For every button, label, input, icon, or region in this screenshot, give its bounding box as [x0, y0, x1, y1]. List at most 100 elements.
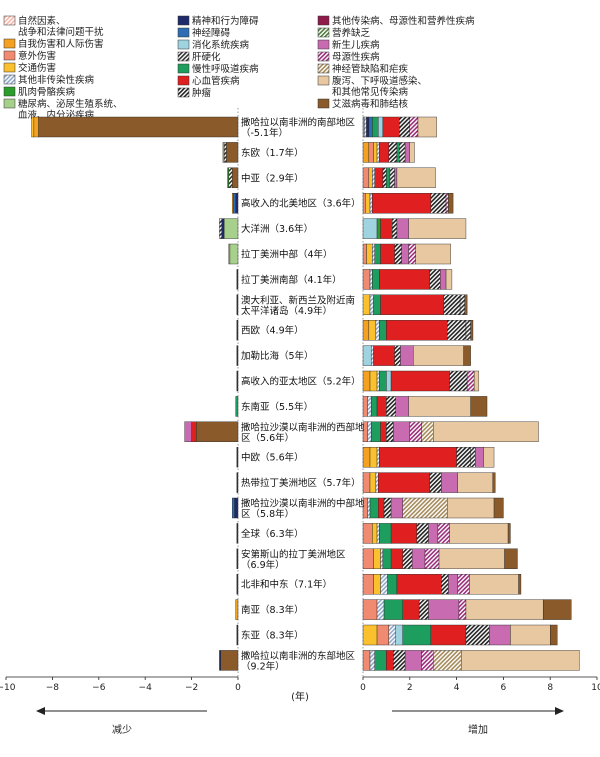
- bar-segment-hiv: [220, 650, 239, 671]
- bar-segment-hiv: [463, 345, 471, 366]
- row-2: [227, 167, 436, 189]
- bar-segment-resp: [379, 523, 392, 544]
- bar-segment-cvd: [379, 447, 457, 468]
- bar-segment-neonatal: [395, 396, 409, 417]
- bar-segment-cvd: [373, 345, 395, 366]
- bar-segment-cirr: [470, 447, 476, 468]
- bars: [31, 116, 580, 671]
- bar-segment-cvd: [380, 421, 387, 442]
- bar-segment-oncd: [370, 345, 374, 366]
- region-label: 中欧（5.6年）: [241, 452, 304, 464]
- bar-segment-oncd: [376, 599, 385, 620]
- region-label: 中亚（2.9年）: [241, 172, 304, 184]
- bar-segment-mental: [236, 548, 239, 569]
- bar-segment-neo: [394, 345, 401, 366]
- bar-segment-neo: [418, 599, 429, 620]
- bar-segment-diar: [510, 624, 551, 646]
- bar-segment-cvd: [390, 370, 450, 392]
- bar-segment-self: [235, 599, 239, 620]
- region-label: 东亚（8.3年）: [241, 630, 304, 642]
- bar-segment-unint: [362, 243, 367, 265]
- tick-label: −10: [0, 683, 16, 693]
- bar-segment-mental: [219, 650, 221, 671]
- bar-segment-resp: [396, 142, 400, 163]
- bar-segment-neo: [465, 624, 490, 646]
- bar-segment-neuro: [231, 497, 235, 519]
- bar-segment-msk: [227, 167, 229, 189]
- bar-segment-oncd: [375, 320, 380, 341]
- bar-segment-ntd: [402, 497, 448, 519]
- bar-segment-neo: [382, 167, 387, 189]
- tick-label: 0: [360, 683, 366, 693]
- bar-segment-unint: [362, 167, 370, 189]
- legend-item-mental: 精神和行为障碍: [177, 15, 259, 27]
- bar-segment-neo: [416, 523, 429, 544]
- bar-segment-cirr: [228, 167, 233, 189]
- bar-segment-neo: [443, 294, 461, 315]
- bar-segment-diab: [223, 218, 239, 239]
- bar-segment-cvd: [374, 167, 384, 189]
- bar-segment-unint: [362, 574, 374, 595]
- bar-segment-neonatal: [404, 142, 410, 163]
- bar-segment-oncd: [367, 396, 372, 417]
- bar-segment-maternal: [458, 599, 467, 620]
- bar-segment-unint: [362, 192, 366, 214]
- row-11: [235, 396, 488, 417]
- legend-label: 母源性疾病: [332, 51, 380, 63]
- legend-label: 精神和行为障碍: [192, 15, 259, 27]
- x-axis-label: (年): [291, 690, 309, 703]
- bar-segment-oncd: [369, 269, 373, 290]
- legend-item-resp: 慢性呼吸道疾病: [177, 63, 259, 75]
- bar-segment-neonatal: [440, 269, 447, 290]
- bar-segment-self: [231, 192, 234, 214]
- bar-segment-resp: [369, 497, 379, 519]
- bar-segment-neo: [386, 396, 396, 417]
- bar-segment-resp: [383, 599, 403, 620]
- bar-segment-mental: [366, 116, 370, 138]
- bar-segment-oncd: [375, 472, 379, 493]
- bar-segment-mental: [236, 624, 239, 646]
- bar-segment-mental: [221, 218, 225, 239]
- tick-label: −6: [92, 683, 106, 693]
- bar-segment-diar: [409, 142, 415, 163]
- bar-segment-cvd: [191, 421, 197, 442]
- row-1: [222, 142, 415, 163]
- bar-segment-diar: [447, 497, 495, 519]
- bar-segment-hiv: [493, 497, 504, 519]
- bar-segment-cvd: [378, 497, 385, 519]
- bar-segment-cvd: [380, 218, 393, 239]
- legend-swatch: [3, 98, 16, 109]
- bar-segment-traffic: [369, 370, 378, 392]
- bar-segment-oncd: [372, 243, 375, 265]
- region-label: 撒哈拉沙漠以南非洲的中部地区（5.8年）: [241, 498, 365, 521]
- bar-segment-unint: [362, 650, 371, 671]
- bar-segment-unint: [362, 599, 378, 620]
- bar-segment-traffic: [372, 523, 378, 544]
- region-label: 热带拉丁美洲地区（5.7年）: [241, 477, 361, 489]
- legend-item-digest: 消化系统疾病: [177, 39, 250, 51]
- legend-swatch: [3, 15, 16, 26]
- bar-segment-mental: [236, 523, 239, 544]
- legend-swatch: [3, 62, 16, 73]
- row-12: [184, 421, 539, 442]
- legend-item-oncd: 其他非传染性疾病: [3, 74, 95, 86]
- legend-swatch: [317, 39, 330, 50]
- region-label: 大洋洲（3.6年）: [241, 223, 313, 235]
- row-14: [236, 472, 496, 493]
- row-13: [236, 447, 495, 468]
- bar-segment-diar: [469, 574, 519, 595]
- bar-segment-diar: [438, 548, 505, 569]
- bar-segment-oncd: [367, 497, 371, 519]
- increase-label: 增加: [468, 723, 488, 736]
- bar-segment-hiv: [504, 548, 518, 569]
- tick-label: −2: [185, 683, 198, 693]
- bar-segment-hiv: [448, 192, 454, 214]
- bar-segment-hiv: [542, 599, 572, 620]
- bar-segment-resp: [379, 370, 387, 392]
- bar-segment-neonatal: [428, 523, 439, 544]
- legend-swatch: [177, 51, 190, 62]
- row-4: [219, 218, 467, 239]
- bar-segment-resp: [372, 116, 379, 138]
- bar-segment-unint: [362, 472, 371, 493]
